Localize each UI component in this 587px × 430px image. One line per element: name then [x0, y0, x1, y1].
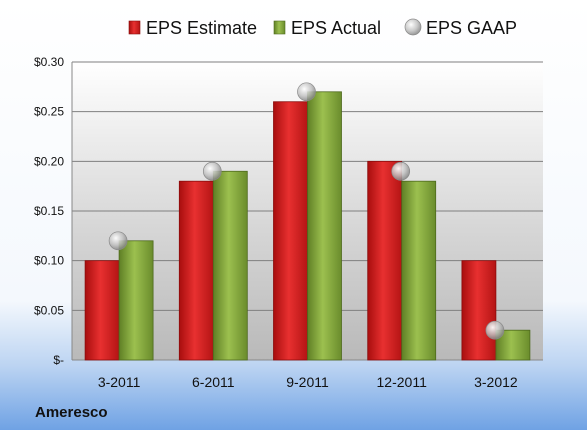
y-tick-label: $0.20: [34, 154, 64, 168]
bar-eps-actual: [118, 240, 154, 361]
marker-eps-gaap: [108, 231, 128, 251]
bar-eps-estimate: [273, 101, 308, 361]
y-tick-label: $0.10: [34, 254, 64, 268]
marker-eps-gaap: [202, 161, 222, 181]
legend-swatch: [128, 20, 141, 35]
bar-eps-actual: [212, 170, 248, 361]
x-axis: 3-2011 6-2011 9-2011 12-2011 3-2012: [98, 374, 518, 390]
legend-label: EPS GAAP: [426, 18, 517, 38]
bars: [84, 91, 531, 361]
legend-eps-gaap: EPS GAAP: [404, 18, 517, 38]
company-name: Ameresco: [35, 404, 108, 421]
x-tick-label: 3-2012: [474, 374, 518, 390]
legend-swatch: [404, 18, 422, 36]
bar-eps-estimate: [178, 180, 214, 361]
legend-eps-estimate: EPS Estimate: [128, 18, 257, 38]
legend-swatch: [273, 20, 286, 35]
y-axis: $- $0.05 $0.10 $0.15 $0.20 $0.25 $0.30: [34, 55, 73, 367]
bar-eps-actual: [401, 180, 437, 361]
bar-eps-estimate: [461, 260, 497, 361]
bar-eps-estimate: [84, 260, 120, 361]
x-tick-label: 3-2011: [98, 374, 141, 390]
x-tick-label: 6-2011: [192, 374, 235, 390]
legend-eps-actual: EPS Actual: [273, 18, 381, 38]
gaap-markers: [108, 82, 505, 340]
marker-eps-gaap: [485, 320, 505, 340]
legend-label: EPS Actual: [291, 18, 381, 38]
y-tick-label: $0.30: [34, 55, 64, 69]
legend: EPS Estimate EPS Actual EPS GAAP: [128, 18, 517, 38]
y-tick-label: $0.05: [34, 303, 64, 317]
marker-eps-gaap: [391, 161, 411, 181]
x-tick-label: 9-2011: [286, 374, 329, 390]
y-tick-label: $-: [53, 353, 64, 367]
bar-eps-estimate: [367, 160, 403, 361]
bar-eps-actual: [307, 91, 342, 361]
y-tick-label: $0.15: [34, 204, 64, 218]
legend-label: EPS Estimate: [146, 18, 257, 38]
marker-eps-gaap: [297, 82, 316, 102]
x-tick-label: 12-2011: [377, 374, 428, 390]
y-tick-label: $0.25: [34, 105, 64, 119]
